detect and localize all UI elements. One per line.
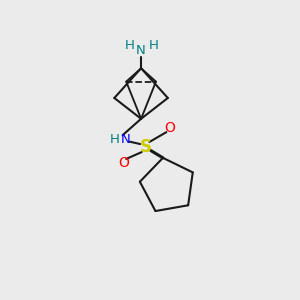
- Text: H: H: [124, 39, 134, 52]
- Text: N: N: [121, 133, 130, 146]
- Text: O: O: [164, 121, 175, 135]
- Text: O: O: [118, 156, 129, 170]
- Text: N: N: [136, 44, 146, 57]
- Text: S: S: [140, 138, 152, 156]
- Text: H: H: [148, 39, 158, 52]
- Text: H: H: [110, 133, 119, 146]
